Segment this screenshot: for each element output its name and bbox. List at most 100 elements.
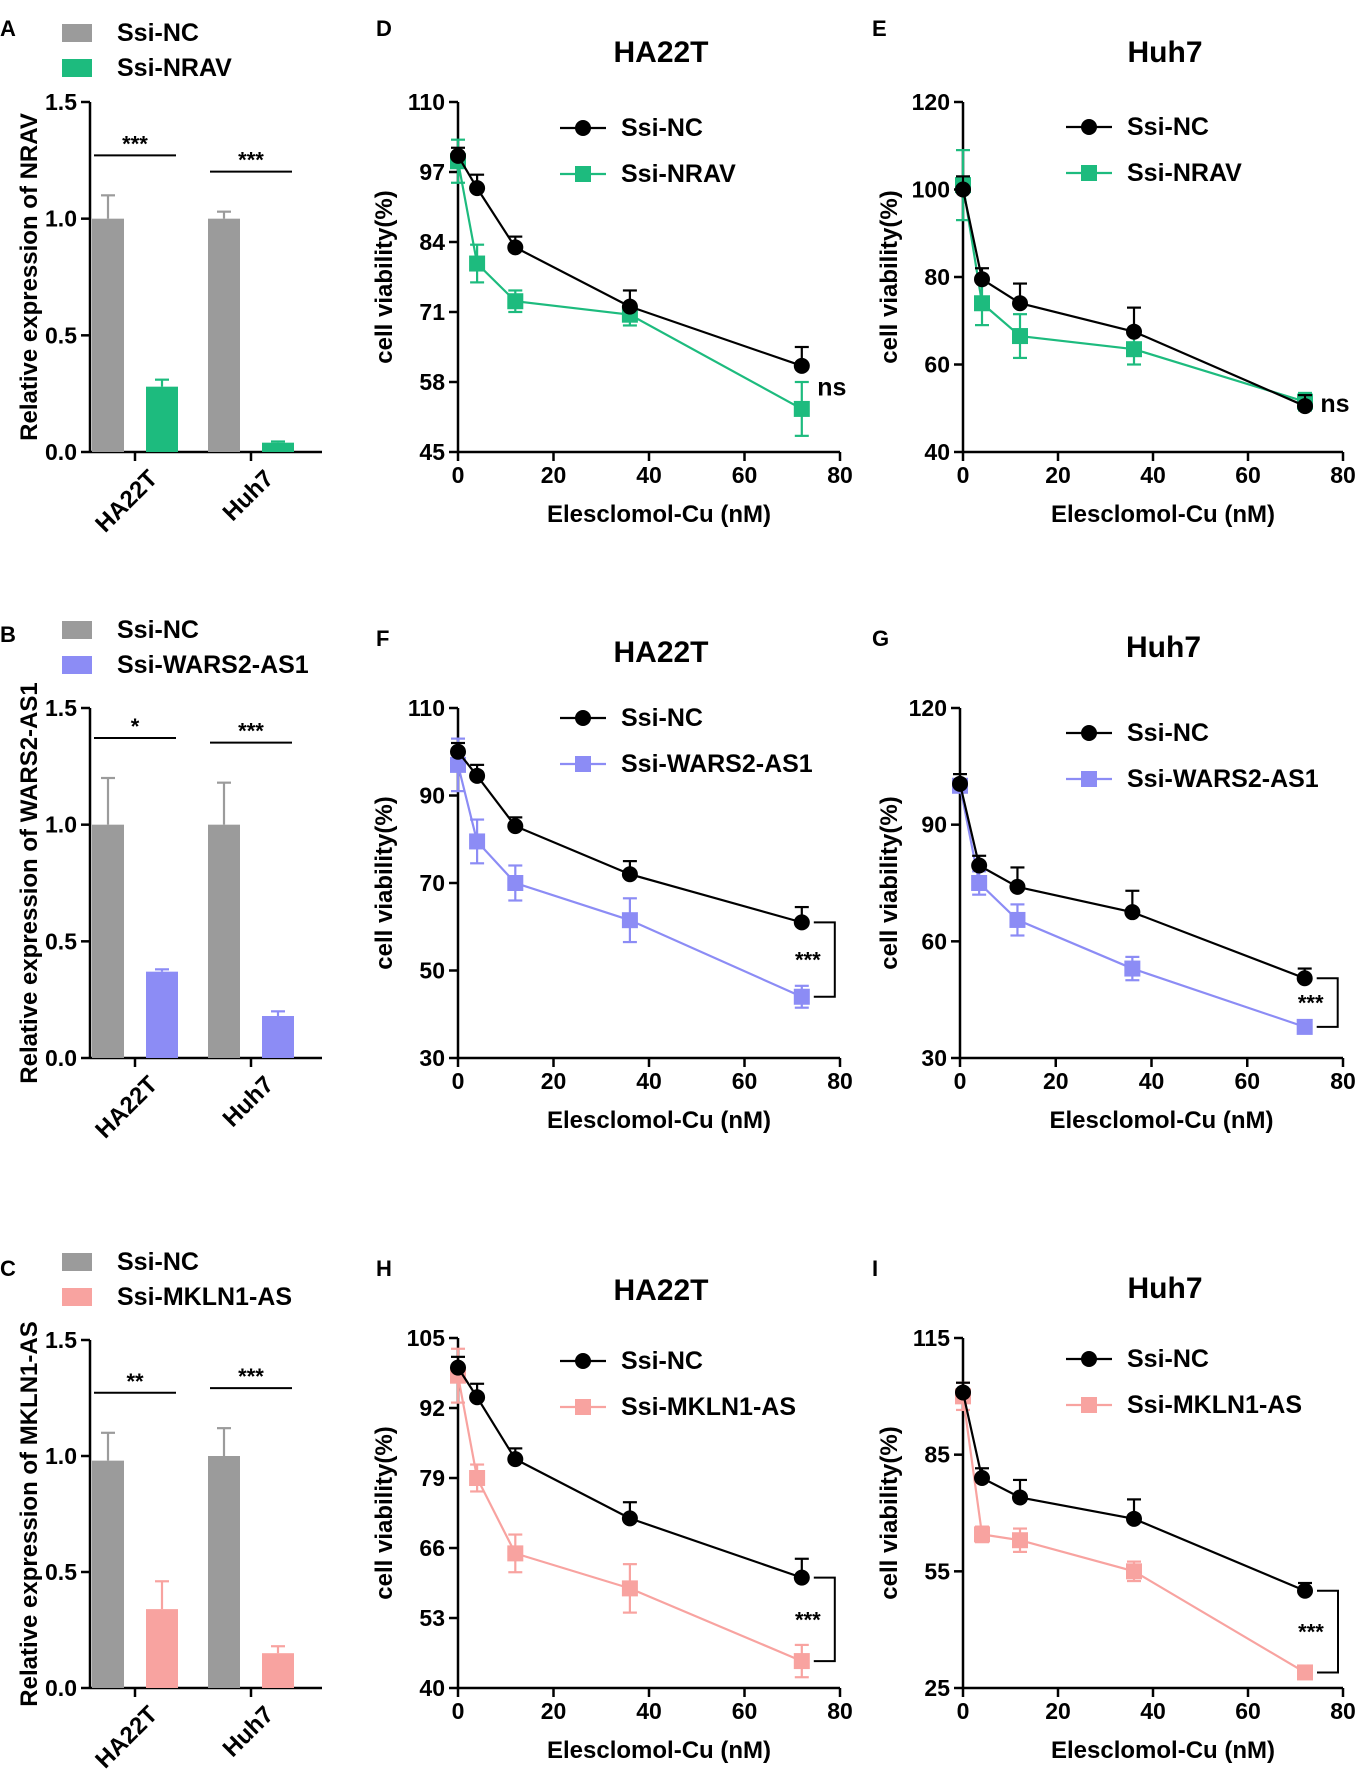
x-tick-label: 60 bbox=[732, 462, 758, 488]
x-tick-label: HA22T bbox=[90, 1071, 163, 1144]
data-point bbox=[793, 400, 810, 417]
bar bbox=[262, 442, 294, 452]
series-knockdown bbox=[450, 1347, 810, 1679]
legend-label: Ssi-NC bbox=[117, 1248, 199, 1276]
y-tick-label: 110 bbox=[408, 89, 445, 115]
y-axis-label: cell viability(%) bbox=[371, 1426, 398, 1599]
x-tick-label: 0 bbox=[452, 462, 465, 488]
data-point bbox=[507, 1451, 524, 1468]
x-tick-label: 40 bbox=[1140, 1698, 1166, 1724]
x-axis-label: Elesclomol-Cu (nM) bbox=[547, 1737, 771, 1764]
data-point bbox=[469, 1389, 486, 1406]
bar bbox=[146, 386, 178, 452]
x-tick-label: 60 bbox=[732, 1698, 758, 1724]
x-tick-label: 80 bbox=[827, 1068, 853, 1094]
data-point bbox=[1126, 341, 1142, 358]
bar bbox=[262, 1016, 294, 1058]
data-point bbox=[971, 875, 988, 891]
data-point bbox=[450, 1359, 466, 1376]
panel-g: G 30 60 90 120 cell viability(%) Huh7 0 20 40 60 80… bbox=[872, 626, 1356, 1134]
bar bbox=[208, 218, 240, 452]
chart-title: Huh7 bbox=[1128, 36, 1203, 69]
significance-label: *** bbox=[238, 719, 264, 744]
y-tick-label: 30 bbox=[921, 1045, 947, 1071]
data-point bbox=[469, 255, 486, 272]
significance-label: ns bbox=[1320, 390, 1349, 418]
legend-marker bbox=[1081, 1351, 1097, 1367]
y-tick-label: 0.0 bbox=[45, 439, 77, 465]
y-tick-label: 120 bbox=[912, 89, 950, 115]
data-point bbox=[952, 775, 968, 792]
x-tick-label: 0 bbox=[452, 1698, 465, 1724]
data-point bbox=[1012, 295, 1028, 312]
x-tick-label: 80 bbox=[1330, 462, 1356, 488]
y-axis-label: cell viability(%) bbox=[876, 1426, 903, 1599]
data-point bbox=[793, 1653, 810, 1670]
y-tick-label: 105 bbox=[407, 1325, 446, 1351]
data-point bbox=[974, 1526, 990, 1543]
significance-label: * bbox=[131, 714, 140, 739]
significance-label: *** bbox=[1298, 991, 1324, 1016]
data-point bbox=[955, 1384, 971, 1401]
significance-label: *** bbox=[795, 1607, 821, 1632]
bar bbox=[92, 218, 124, 452]
y-tick-label: 115 bbox=[913, 1325, 950, 1351]
legend-label: Ssi-NC bbox=[1127, 719, 1209, 747]
series-line bbox=[456, 161, 803, 410]
data-point bbox=[1012, 1489, 1028, 1506]
x-tick-label: 40 bbox=[636, 462, 662, 488]
x-tick-label: 80 bbox=[1330, 1068, 1356, 1094]
data-point bbox=[971, 857, 988, 874]
data-point bbox=[1009, 878, 1026, 895]
x-tick-label: 80 bbox=[827, 462, 853, 488]
y-tick-label: 60 bbox=[924, 352, 950, 378]
significance-label: *** bbox=[238, 1364, 264, 1389]
x-tick-label: 0 bbox=[957, 1698, 970, 1724]
y-tick-label: 120 bbox=[909, 695, 947, 721]
x-tick-label: 20 bbox=[1043, 1068, 1069, 1094]
bar bbox=[92, 1460, 124, 1688]
legend-label: Ssi-NC bbox=[1127, 1345, 1209, 1373]
y-tick-label: 84 bbox=[419, 229, 445, 255]
significance-bracket bbox=[1316, 977, 1339, 1028]
x-tick-label: 40 bbox=[1139, 1068, 1165, 1094]
y-axis-label: cell viability(%) bbox=[876, 796, 903, 969]
significance-label: ns bbox=[817, 373, 846, 401]
data-point bbox=[1126, 1563, 1142, 1580]
legend-marker bbox=[1081, 165, 1097, 181]
x-tick-label: 40 bbox=[1140, 462, 1166, 488]
y-tick-label: 50 bbox=[419, 958, 445, 984]
legend-label: Ssi-NC bbox=[621, 114, 703, 142]
y-tick-label: 1.0 bbox=[45, 1443, 77, 1469]
data-point bbox=[507, 293, 524, 310]
y-tick-label: 70 bbox=[419, 870, 445, 896]
legend-marker bbox=[1081, 119, 1097, 135]
chart-title: Huh7 bbox=[1128, 1272, 1203, 1305]
data-point bbox=[1297, 1664, 1313, 1681]
legend-marker bbox=[575, 710, 591, 726]
y-tick-label: 55 bbox=[924, 1558, 950, 1584]
data-point bbox=[469, 833, 486, 850]
chart-title: HA22T bbox=[613, 636, 708, 669]
y-tick-label: 0.5 bbox=[45, 928, 77, 954]
x-tick-label: 20 bbox=[1045, 462, 1071, 488]
legend-label: Ssi-NC bbox=[621, 704, 703, 732]
legend-label: Ssi-WARS2-AS1 bbox=[1127, 765, 1319, 793]
panel-letter: E bbox=[872, 16, 887, 41]
y-tick-label: 58 bbox=[419, 369, 445, 395]
y-tick-label: 1.5 bbox=[45, 1327, 77, 1353]
chart-title: HA22T bbox=[613, 36, 708, 69]
y-axis-label: Relative expression of NRAV bbox=[16, 113, 43, 441]
data-point bbox=[974, 271, 990, 288]
y-tick-label: 60 bbox=[921, 928, 947, 954]
data-point bbox=[793, 988, 810, 1005]
y-tick-label: 79 bbox=[419, 1465, 445, 1491]
x-tick-label: 20 bbox=[541, 462, 567, 488]
data-point bbox=[469, 767, 486, 784]
y-tick-label: 100 bbox=[912, 177, 950, 203]
data-point bbox=[469, 1470, 486, 1486]
legend-label: Ssi-NRAV bbox=[621, 160, 736, 188]
data-point bbox=[450, 743, 466, 760]
y-tick-label: 85 bbox=[924, 1442, 950, 1468]
panel-f: F 30 50 70 90 110 cell viability(%) HA22T 0 20 40 6… bbox=[371, 626, 853, 1134]
